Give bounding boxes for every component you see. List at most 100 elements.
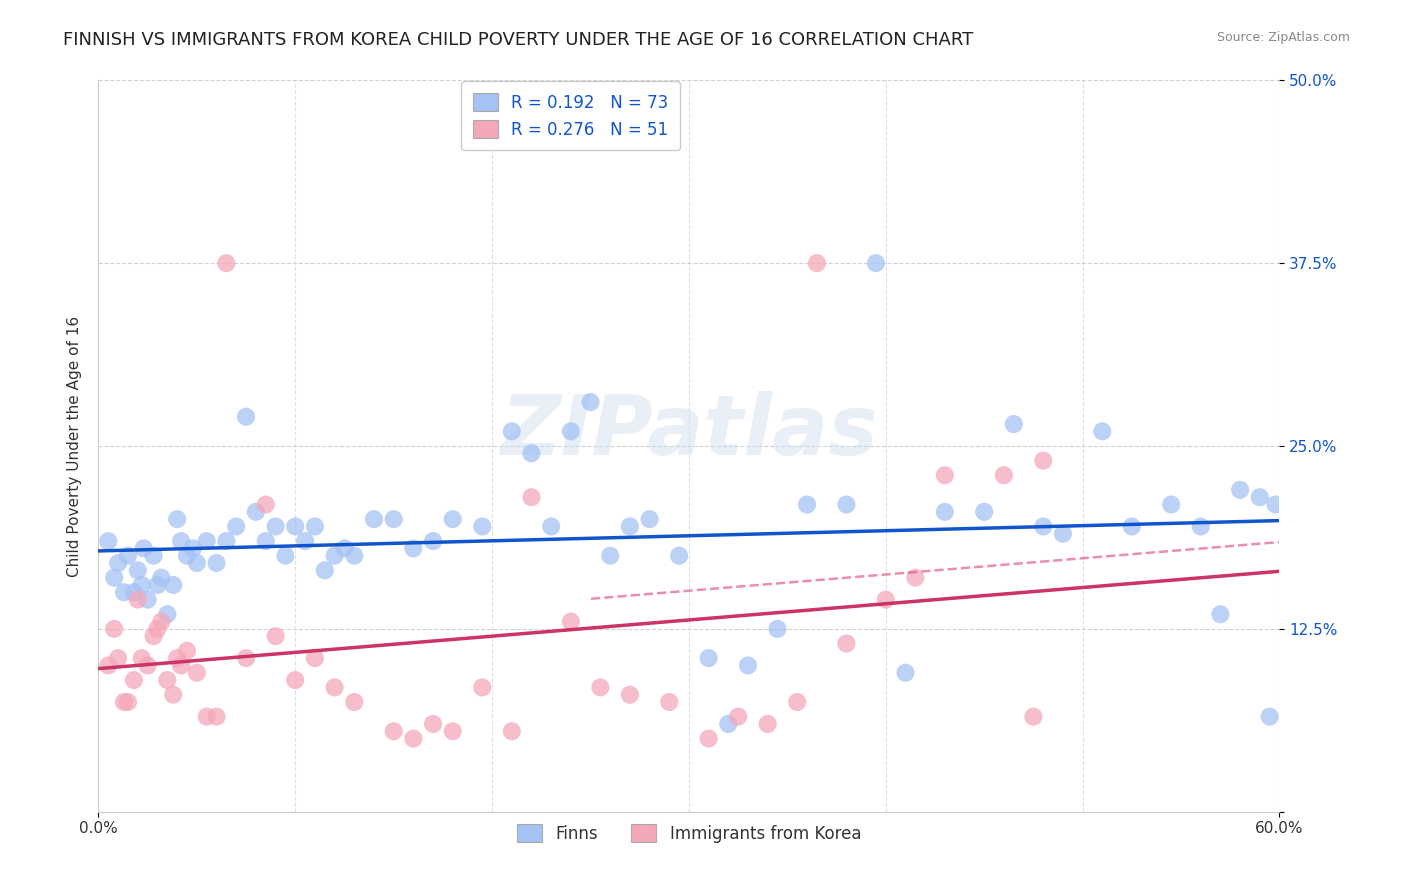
Point xyxy=(471,681,494,695)
Point xyxy=(1189,519,1212,533)
Point xyxy=(904,571,927,585)
Point xyxy=(1209,607,1232,622)
Point xyxy=(501,724,523,739)
Point xyxy=(97,658,120,673)
Point xyxy=(136,592,159,607)
Point xyxy=(195,534,218,549)
Point xyxy=(284,673,307,687)
Point xyxy=(156,607,179,622)
Point xyxy=(107,651,129,665)
Point xyxy=(235,651,257,665)
Point xyxy=(1160,498,1182,512)
Point xyxy=(973,505,995,519)
Point xyxy=(195,709,218,723)
Point xyxy=(186,665,208,680)
Point xyxy=(166,651,188,665)
Point xyxy=(934,505,956,519)
Point xyxy=(441,724,464,739)
Point xyxy=(1249,490,1271,504)
Point xyxy=(117,695,139,709)
Point xyxy=(97,534,120,549)
Point xyxy=(323,681,346,695)
Point xyxy=(875,592,897,607)
Point xyxy=(471,519,494,533)
Point xyxy=(1121,519,1143,533)
Point xyxy=(284,519,307,533)
Point xyxy=(254,498,277,512)
Point xyxy=(142,629,165,643)
Point xyxy=(756,717,779,731)
Point xyxy=(136,658,159,673)
Point xyxy=(186,556,208,570)
Point xyxy=(1264,498,1286,512)
Point xyxy=(501,425,523,439)
Point xyxy=(1022,709,1045,723)
Point xyxy=(1002,417,1025,431)
Point xyxy=(382,512,405,526)
Point xyxy=(560,425,582,439)
Point xyxy=(131,578,153,592)
Point xyxy=(122,673,145,687)
Point xyxy=(934,468,956,483)
Point xyxy=(599,549,621,563)
Point xyxy=(117,549,139,563)
Point xyxy=(314,563,336,577)
Point xyxy=(264,629,287,643)
Point xyxy=(103,571,125,585)
Point xyxy=(579,395,602,409)
Point xyxy=(737,658,759,673)
Point xyxy=(560,615,582,629)
Point xyxy=(402,541,425,556)
Point xyxy=(786,695,808,709)
Point xyxy=(697,651,720,665)
Point xyxy=(835,498,858,512)
Point xyxy=(865,256,887,270)
Point xyxy=(382,724,405,739)
Point xyxy=(1032,453,1054,467)
Point xyxy=(323,549,346,563)
Point xyxy=(806,256,828,270)
Point xyxy=(162,688,184,702)
Point xyxy=(1229,483,1251,497)
Point xyxy=(993,468,1015,483)
Point xyxy=(170,658,193,673)
Point xyxy=(132,541,155,556)
Point xyxy=(1052,526,1074,541)
Point xyxy=(402,731,425,746)
Text: FINNISH VS IMMIGRANTS FROM KOREA CHILD POVERTY UNDER THE AGE OF 16 CORRELATION C: FINNISH VS IMMIGRANTS FROM KOREA CHILD P… xyxy=(63,31,973,49)
Point xyxy=(304,651,326,665)
Point xyxy=(103,622,125,636)
Point xyxy=(343,549,366,563)
Text: Source: ZipAtlas.com: Source: ZipAtlas.com xyxy=(1216,31,1350,45)
Point xyxy=(441,512,464,526)
Point xyxy=(343,695,366,709)
Point xyxy=(363,512,385,526)
Point xyxy=(540,519,562,533)
Point xyxy=(150,615,173,629)
Point xyxy=(766,622,789,636)
Point xyxy=(619,688,641,702)
Point xyxy=(1032,519,1054,533)
Point xyxy=(894,665,917,680)
Point xyxy=(205,556,228,570)
Point xyxy=(264,519,287,533)
Point xyxy=(107,556,129,570)
Point xyxy=(225,519,247,533)
Point xyxy=(127,563,149,577)
Point xyxy=(112,695,135,709)
Point xyxy=(619,519,641,533)
Point xyxy=(181,541,204,556)
Point xyxy=(245,505,267,519)
Point xyxy=(520,490,543,504)
Point xyxy=(638,512,661,526)
Point xyxy=(146,622,169,636)
Point xyxy=(122,585,145,599)
Point xyxy=(1091,425,1114,439)
Point xyxy=(727,709,749,723)
Point xyxy=(835,636,858,650)
Point xyxy=(215,256,238,270)
Point xyxy=(422,534,444,549)
Point xyxy=(150,571,173,585)
Point xyxy=(333,541,356,556)
Point xyxy=(170,534,193,549)
